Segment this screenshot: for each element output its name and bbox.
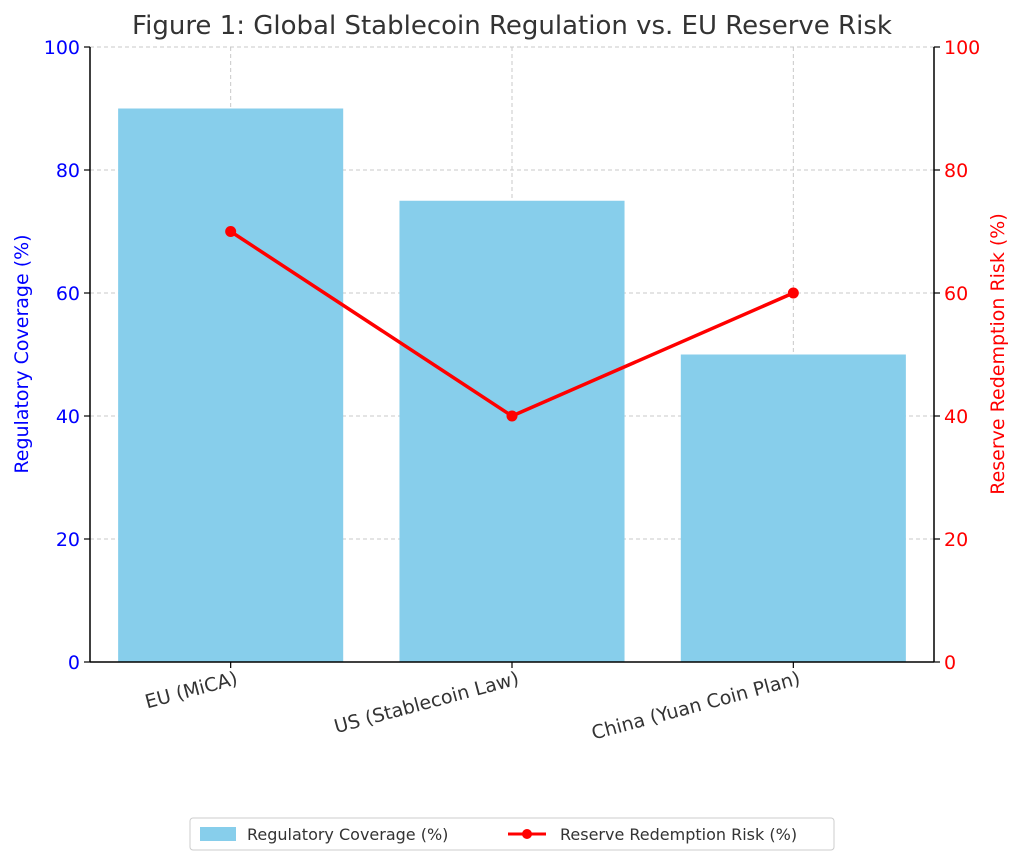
category-axis-ticks: EU (MiCA) US (Stablecoin Law) China (Yuan …: [143, 662, 803, 744]
left-tick-label: 80: [56, 160, 80, 182]
legend-label-bar: Regulatory Coverage (%): [247, 825, 448, 844]
right-tick-label: 20: [944, 529, 968, 551]
left-tick-label: 40: [56, 406, 80, 428]
left-tick-label: 20: [56, 529, 80, 551]
left-tick-label: 100: [44, 37, 80, 59]
bar-series: [118, 108, 906, 662]
chart-title: Figure 1: Global Stablecoin Regulation v…: [132, 11, 892, 41]
risk-point-1: [225, 226, 237, 237]
right-tick-label: 100: [944, 37, 980, 59]
legend-swatch-bar: [200, 827, 236, 841]
y-axis-label-left: Regulatory Coverage (%): [11, 234, 33, 473]
risk-point-2: [506, 410, 518, 422]
right-tick-label: 0: [944, 652, 956, 674]
legend: Regulatory Coverage (%) Reserve Redempti…: [189, 817, 835, 851]
y-axis-label-right: Reserve Redemption Risk (%): [987, 213, 1009, 495]
category-label: EU (MiCA): [143, 668, 240, 714]
right-axis-ticks: 0 20 40 60 80 100: [934, 37, 980, 674]
category-label: US (Stablecoin Law): [332, 668, 521, 738]
left-tick-label: 60: [56, 283, 80, 305]
risk-point-3: [787, 287, 799, 299]
line-series: [225, 226, 799, 422]
right-tick-label: 80: [944, 160, 968, 182]
left-tick-label: 0: [68, 652, 80, 674]
bar-2: [399, 200, 625, 662]
legend-swatch-marker: [522, 829, 532, 839]
category-label: China (Yuan Coin Plan): [589, 668, 802, 745]
left-axis-ticks: 0 20 40 60 80 100: [44, 37, 90, 674]
legend-label-line: Reserve Redemption Risk (%): [560, 825, 797, 844]
bar-3: [680, 354, 906, 662]
right-tick-label: 60: [944, 283, 968, 305]
right-tick-label: 40: [944, 406, 968, 428]
bar-1: [118, 108, 344, 662]
